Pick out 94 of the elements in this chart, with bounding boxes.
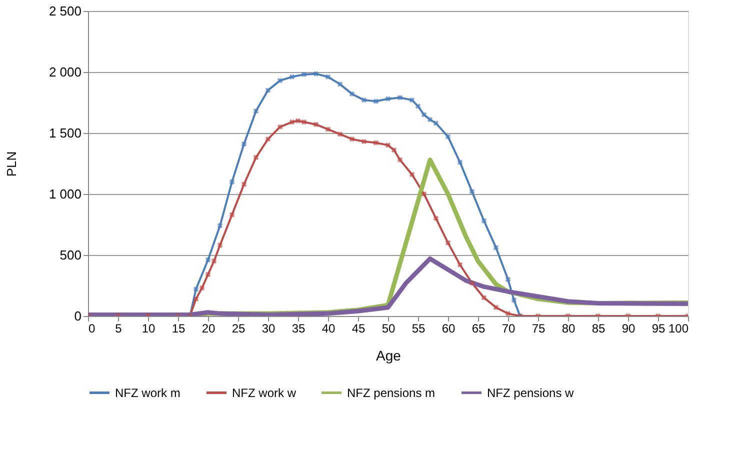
- y-tick-label: 0: [74, 308, 82, 324]
- point: [493, 244, 499, 250]
- point: [205, 257, 211, 263]
- x-tick-label: 85: [592, 322, 606, 336]
- point: [397, 157, 403, 163]
- point: [361, 97, 367, 103]
- point: [217, 223, 223, 228]
- point: [481, 218, 487, 224]
- x-tick-label: 100: [668, 322, 689, 336]
- point: [199, 285, 205, 291]
- point: [301, 72, 307, 78]
- point: [415, 103, 421, 109]
- point: [349, 136, 355, 142]
- point: [409, 172, 415, 178]
- point: [505, 310, 511, 316]
- x-tick-label: 40: [322, 322, 336, 336]
- x-tick-label: 75: [532, 322, 546, 336]
- point: [295, 118, 301, 124]
- point: [289, 119, 295, 125]
- x-tick-label: 60: [442, 322, 456, 336]
- point: [349, 91, 355, 97]
- legend-label: NFZ pensions m: [347, 386, 436, 400]
- legend-label: NFZ pensions w: [487, 386, 574, 400]
- point: [433, 120, 439, 126]
- x-tick-label: 45: [352, 322, 366, 336]
- point: [493, 304, 499, 310]
- x-tick-label: 90: [622, 322, 636, 336]
- point: [325, 126, 331, 132]
- legend-label: NFZ work w: [232, 386, 296, 400]
- point: [253, 108, 259, 114]
- point: [241, 141, 247, 147]
- legend-label: NFZ work m: [115, 386, 180, 400]
- point: [277, 124, 283, 130]
- point: [511, 297, 517, 303]
- point: [397, 94, 403, 100]
- point: [385, 142, 391, 148]
- x-tick-label: 95: [652, 322, 666, 336]
- point: [421, 191, 427, 197]
- y-axis-title: PLN: [4, 151, 19, 177]
- point: [457, 160, 463, 165]
- point: [229, 179, 235, 185]
- point: [433, 216, 439, 222]
- x-tick-label: 30: [262, 322, 276, 336]
- x-tick-label: 50: [382, 322, 396, 336]
- point: [445, 134, 451, 140]
- point: [265, 88, 271, 94]
- y-tick-label: 2 500: [48, 4, 82, 18]
- x-tick-label: 25: [232, 322, 246, 336]
- point: [457, 262, 463, 268]
- point: [505, 276, 511, 282]
- x-axis-title: Age: [376, 348, 402, 364]
- point: [313, 71, 319, 77]
- point: [337, 81, 343, 87]
- point: [277, 78, 283, 84]
- x-tick-label: 20: [202, 322, 216, 336]
- point: [193, 286, 199, 292]
- y-tick-label: 2 000: [48, 64, 82, 80]
- point: [421, 112, 427, 118]
- point: [391, 147, 397, 153]
- point: [313, 122, 319, 128]
- point: [337, 132, 343, 137]
- x-tick-label: 70: [502, 322, 516, 336]
- point: [361, 138, 367, 144]
- point: [469, 188, 475, 194]
- point: [445, 240, 451, 246]
- point: [241, 182, 247, 187]
- point: [253, 154, 259, 160]
- point: [229, 212, 235, 218]
- point: [469, 280, 475, 286]
- x-tick-label: 55: [412, 322, 426, 336]
- x-tick-label: 0: [88, 322, 96, 336]
- point: [481, 294, 487, 300]
- point: [193, 296, 199, 302]
- point: [373, 98, 379, 104]
- point: [289, 74, 295, 80]
- x-tick-label: 5: [115, 322, 122, 336]
- y-tick-label: 1 500: [48, 126, 82, 140]
- point: [325, 74, 331, 80]
- point: [265, 136, 271, 142]
- point: [373, 140, 379, 146]
- x-tick-label: 10: [142, 322, 156, 336]
- point: [205, 272, 211, 278]
- point: [217, 242, 223, 248]
- point: [301, 119, 307, 125]
- x-tick-label: 15: [172, 322, 186, 336]
- point: [427, 116, 433, 122]
- y-tick-label: 500: [60, 248, 82, 262]
- x-tick-label: 35: [292, 322, 306, 336]
- point: [211, 258, 217, 264]
- x-tick-label: 65: [472, 322, 486, 336]
- x-tick-label: 80: [562, 322, 576, 336]
- point: [409, 97, 415, 103]
- point: [385, 96, 391, 102]
- y-tick-label: 1 000: [48, 186, 82, 202]
